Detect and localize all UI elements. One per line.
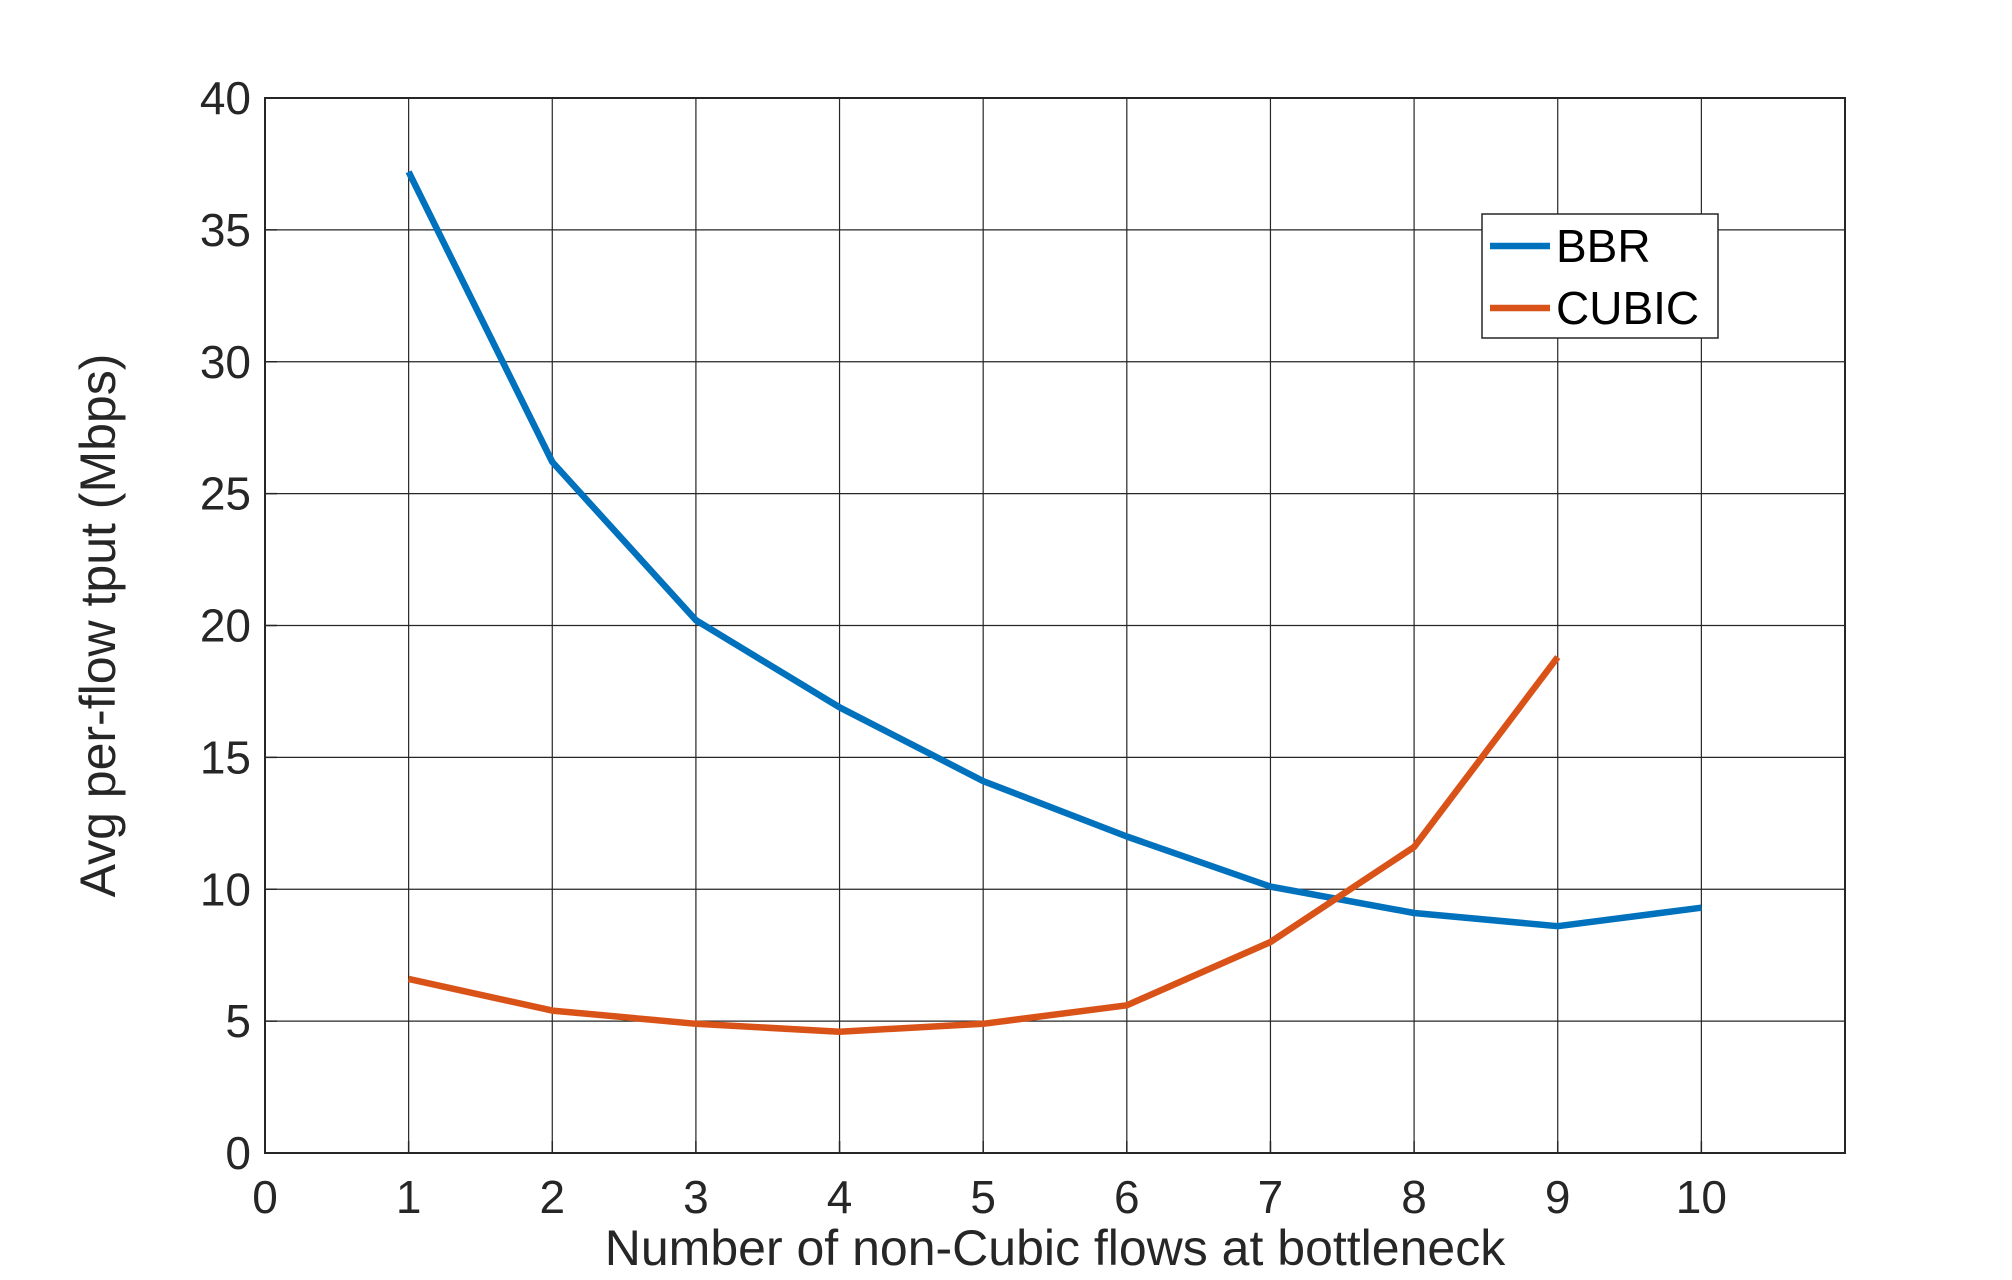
data-point-cubic — [693, 1021, 699, 1027]
legend-label-bbr: BBR — [1556, 220, 1651, 272]
x-tick-label: 9 — [1545, 1171, 1571, 1223]
legend: BBR CUBIC — [1481, 213, 1719, 339]
data-point-bbr — [980, 778, 986, 784]
y-tick-label: 10 — [200, 863, 251, 915]
series-line-bbr — [405, 170, 1702, 930]
y-tick-label: 25 — [200, 468, 251, 520]
x-tick-label: 1 — [396, 1171, 422, 1223]
legend-box — [1481, 213, 1719, 339]
y-axis-ticks: 0 5 10 15 20 25 30 35 40 — [200, 72, 277, 1179]
legend-label-cubic: CUBIC — [1556, 282, 1699, 334]
x-tick-label: 10 — [1676, 1171, 1727, 1223]
legend-entries: BBR CUBIC — [1490, 220, 1699, 334]
x-tick-label: 5 — [970, 1171, 996, 1223]
x-tick-label: 3 — [683, 1171, 709, 1223]
y-axis-title: Avg per-flow tput (Mbps) — [70, 354, 126, 898]
data-point-cubic — [980, 1021, 986, 1027]
x-tick-label: 0 — [252, 1171, 278, 1223]
data-point-cubic — [837, 1029, 843, 1035]
data-point-bbr — [1698, 905, 1704, 911]
data-point-bbr — [1555, 923, 1561, 929]
y-tick-label: 20 — [200, 600, 251, 652]
y-tick-label: 35 — [200, 204, 251, 256]
data-point-cubic — [406, 976, 412, 982]
data-point-bbr — [1267, 884, 1273, 890]
data-point-bbr — [1411, 910, 1417, 916]
data-point-cubic — [549, 1008, 555, 1014]
data-point-cubic — [1555, 654, 1561, 660]
y-tick-label: 15 — [200, 731, 251, 783]
data-point-bbr — [1124, 834, 1130, 840]
x-tick-label: 6 — [1114, 1171, 1140, 1223]
data-point-bbr — [549, 459, 555, 465]
series-lines — [405, 169, 1704, 1035]
y-tick-label: 5 — [225, 995, 251, 1047]
data-point-bbr — [406, 169, 412, 175]
x-tick-label: 4 — [827, 1171, 853, 1223]
data-point-cubic — [1124, 1002, 1130, 1008]
series-line-cubic — [407, 655, 1561, 1035]
x-tick-label: 8 — [1401, 1171, 1427, 1223]
x-axis-title: Number of non-Cubic flows at bottleneck — [605, 1220, 1506, 1276]
y-tick-label: 0 — [225, 1127, 251, 1179]
data-point-bbr — [837, 704, 843, 710]
data-point-bbr — [693, 617, 699, 623]
y-tick-label: 40 — [200, 72, 251, 124]
x-axis-ticks: 0 1 2 3 4 5 6 7 8 9 10 — [252, 1141, 1727, 1223]
x-tick-label: 2 — [539, 1171, 565, 1223]
data-point-cubic — [1411, 844, 1417, 850]
data-point-cubic — [1267, 939, 1273, 945]
y-tick-label: 30 — [200, 336, 251, 388]
x-tick-label: 7 — [1258, 1171, 1284, 1223]
